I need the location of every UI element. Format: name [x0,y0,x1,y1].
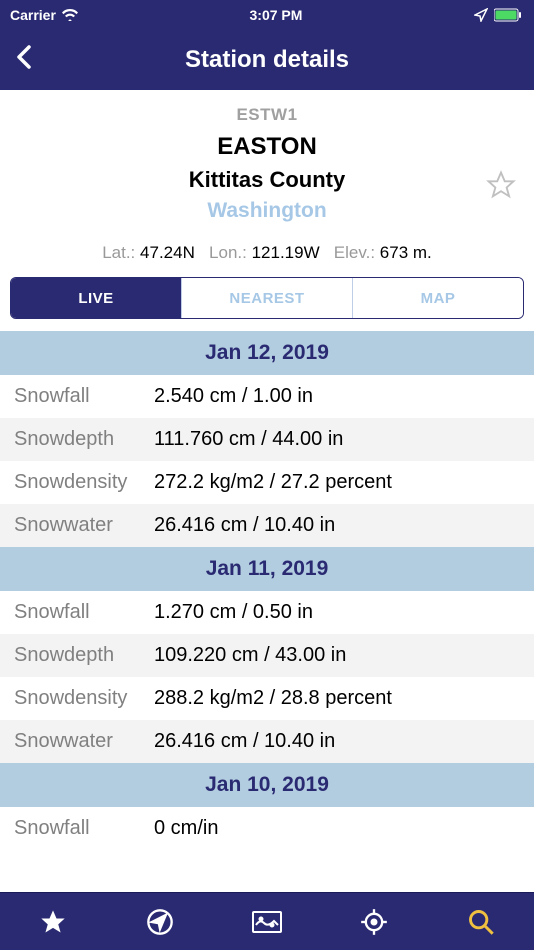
metric-label: Snowwater [14,730,154,753]
metric-label: Snowdepth [14,428,154,451]
tab-favorites[interactable] [33,902,73,942]
tab-search[interactable] [461,902,501,942]
data-row: Snowdepth109.220 cm / 43.00 in [0,634,534,677]
metric-value: 288.2 kg/m2 / 28.8 percent [154,687,392,710]
lon-value: 121.19W [252,243,320,262]
metric-label: Snowfall [14,601,154,624]
data-row: Snowfall2.540 cm / 1.00 in [0,375,534,418]
nav-bar: Station details [0,30,534,90]
metric-label: Snowdensity [14,687,154,710]
tab-nearest[interactable]: NEAREST [182,278,353,318]
station-county: Kittitas County [10,167,524,193]
tab-map[interactable]: MAP [353,278,523,318]
metric-value: 2.540 cm / 1.00 in [154,385,313,408]
battery-icon: ⚡ [494,8,524,22]
data-row: Snowwater26.416 cm / 10.40 in [0,504,534,547]
location-services-icon [474,8,488,22]
tab-live[interactable]: LIVE [11,278,182,318]
station-name: EASTON [10,133,524,161]
station-header: ESTW1 EASTON Kittitas County Washington [0,90,534,233]
data-row: Snowdepth111.760 cm / 44.00 in [0,418,534,461]
metric-value: 109.220 cm / 43.00 in [154,644,346,667]
data-row: Snowdensity272.2 kg/m2 / 27.2 percent [0,461,534,504]
data-row: Snowdensity288.2 kg/m2 / 28.8 percent [0,677,534,720]
station-id: ESTW1 [10,105,524,125]
segmented-control: LIVE NEAREST MAP [10,277,524,319]
back-button[interactable] [15,43,33,78]
tab-locate[interactable] [354,902,394,942]
lat-value: 47.24N [140,243,195,262]
data-row: Snowfall0 cm/in [0,807,534,850]
status-time: 3:07 PM [250,7,303,23]
status-bar: Carrier 3:07 PM ⚡ [0,0,534,30]
coordinates: Lat.: 47.24N Lon.: 121.19W Elev.: 673 m. [0,233,534,277]
page-title: Station details [15,46,519,74]
wifi-icon [62,9,78,21]
metric-value: 26.416 cm / 10.40 in [154,730,335,753]
metric-label: Snowdensity [14,471,154,494]
station-state: Washington [10,199,524,223]
elev-label: Elev.: [334,243,375,262]
metric-value: 111.760 cm / 44.00 in [154,428,343,451]
metric-value: 272.2 kg/m2 / 27.2 percent [154,471,392,494]
data-row: Snowwater26.416 cm / 10.40 in [0,720,534,763]
metric-label: Snowfall [14,817,154,840]
date-header: Jan 11, 2019 [0,547,534,591]
data-row: Snowfall1.270 cm / 0.50 in [0,591,534,634]
status-left: Carrier [10,7,78,23]
date-header: Jan 10, 2019 [0,763,534,807]
status-right: ⚡ [474,8,524,22]
carrier-label: Carrier [10,7,56,23]
metric-label: Snowdepth [14,644,154,667]
tab-bar [0,892,534,950]
tab-nearby[interactable] [140,902,180,942]
metric-value: 1.270 cm / 0.50 in [154,601,313,624]
lon-label: Lon.: [209,243,247,262]
metric-value: 0 cm/in [154,817,218,840]
date-header: Jan 12, 2019 [0,331,534,375]
elev-value: 673 m. [380,243,432,262]
metric-label: Snowwater [14,514,154,537]
data-list: Jan 12, 2019Snowfall2.540 cm / 1.00 inSn… [0,331,534,850]
lat-label: Lat.: [102,243,135,262]
favorite-button[interactable] [486,170,516,208]
tab-map[interactable] [247,902,287,942]
metric-label: Snowfall [14,385,154,408]
metric-value: 26.416 cm / 10.40 in [154,514,335,537]
